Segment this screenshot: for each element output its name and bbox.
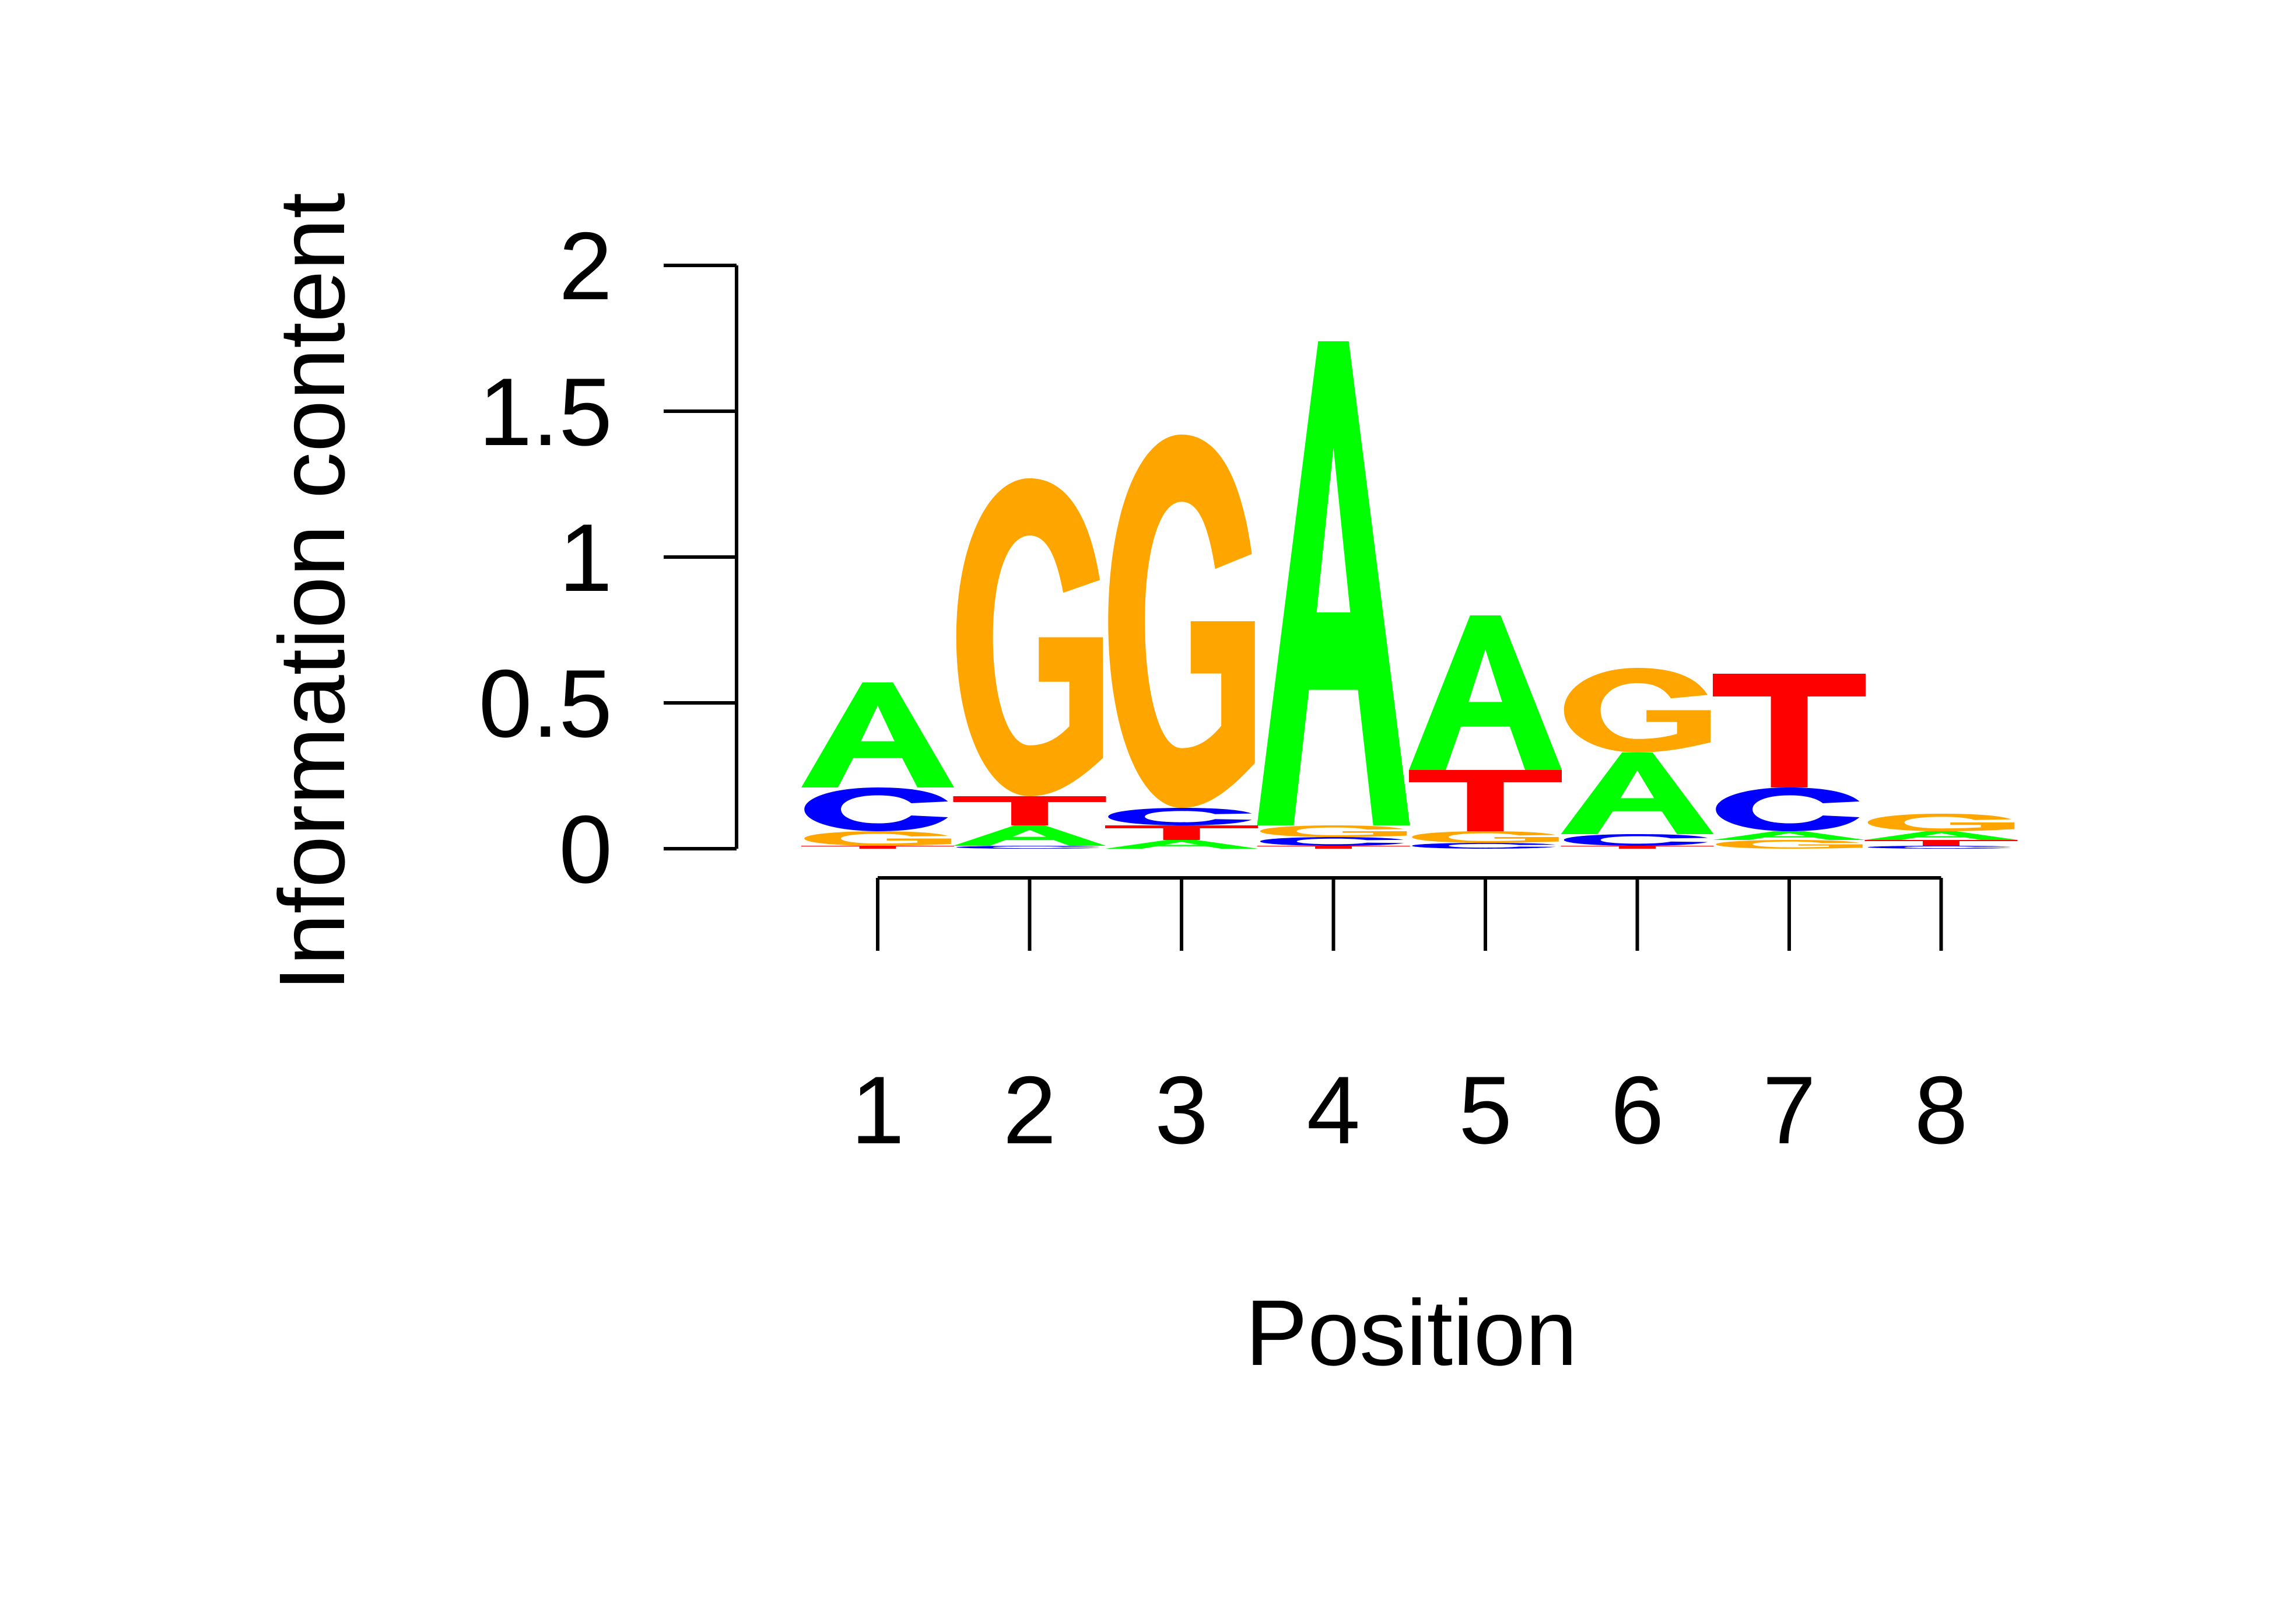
letter-C bbox=[1412, 843, 1555, 849]
y-tick-label: 0 bbox=[559, 796, 612, 903]
letter-A bbox=[1865, 831, 2018, 840]
letter-G bbox=[956, 478, 1103, 796]
letter-C bbox=[1260, 837, 1404, 846]
letter-A bbox=[1561, 752, 1714, 834]
letter-G bbox=[1412, 831, 1559, 843]
x-tick-label: 8 bbox=[1915, 1056, 1968, 1164]
letter-T bbox=[801, 846, 954, 849]
letter-C bbox=[956, 846, 1100, 849]
letter-A bbox=[1257, 341, 1410, 825]
letter-A bbox=[1713, 831, 1866, 840]
logo-column-8 bbox=[1865, 814, 2018, 849]
x-tick-label: 4 bbox=[1307, 1056, 1361, 1164]
y-tick-label: 1.5 bbox=[479, 358, 612, 465]
letter-G bbox=[1564, 668, 1711, 752]
letter-G bbox=[1108, 435, 1255, 808]
x-tick-label: 7 bbox=[1762, 1056, 1816, 1164]
letter-A bbox=[1409, 615, 1562, 770]
logo-column-7 bbox=[1713, 674, 1866, 849]
x-axis-title: Position bbox=[1245, 1280, 1577, 1385]
y-axis-title: Information content bbox=[260, 192, 364, 992]
letter-C bbox=[804, 787, 948, 831]
letter-C bbox=[1108, 808, 1252, 825]
logo-column-3 bbox=[1105, 435, 1258, 849]
x-tick-label: 5 bbox=[1459, 1056, 1512, 1164]
letter-C bbox=[1868, 846, 2011, 849]
y-axis: 0 0.5 1 1.5 2 bbox=[479, 212, 737, 903]
letter-T bbox=[1561, 846, 1714, 849]
logo-column-6 bbox=[1561, 668, 1714, 849]
letter-A bbox=[801, 682, 954, 787]
logo-column-4 bbox=[1257, 341, 1410, 849]
logo-column-2 bbox=[954, 478, 1106, 849]
x-tick-label: 6 bbox=[1611, 1056, 1664, 1164]
letter-T bbox=[1409, 770, 1562, 831]
logo-column-1 bbox=[801, 682, 954, 849]
letter-T bbox=[954, 796, 1106, 825]
letter-G bbox=[1716, 840, 1863, 849]
logo-column-5 bbox=[1409, 615, 1562, 849]
letter-A bbox=[1105, 840, 1258, 849]
letter-G bbox=[804, 831, 951, 846]
y-tick-label: 2 bbox=[559, 212, 612, 320]
letter-T bbox=[1865, 840, 2018, 846]
letter-T bbox=[1257, 846, 1410, 849]
letter-G bbox=[1260, 825, 1407, 837]
x-tick-label: 3 bbox=[1155, 1056, 1208, 1164]
letter-C bbox=[1564, 834, 1708, 846]
y-tick-label: 0.5 bbox=[479, 650, 612, 757]
y-tick-label: 1 bbox=[559, 504, 612, 611]
letter-T bbox=[1105, 825, 1258, 840]
letter-G bbox=[1868, 814, 2015, 831]
x-tick-label: 1 bbox=[851, 1056, 905, 1164]
logo-letters bbox=[801, 341, 2018, 849]
letter-A bbox=[954, 825, 1106, 846]
x-tick-label: 2 bbox=[1003, 1056, 1057, 1164]
letter-T bbox=[1713, 674, 1866, 787]
letter-C bbox=[1716, 787, 1859, 831]
